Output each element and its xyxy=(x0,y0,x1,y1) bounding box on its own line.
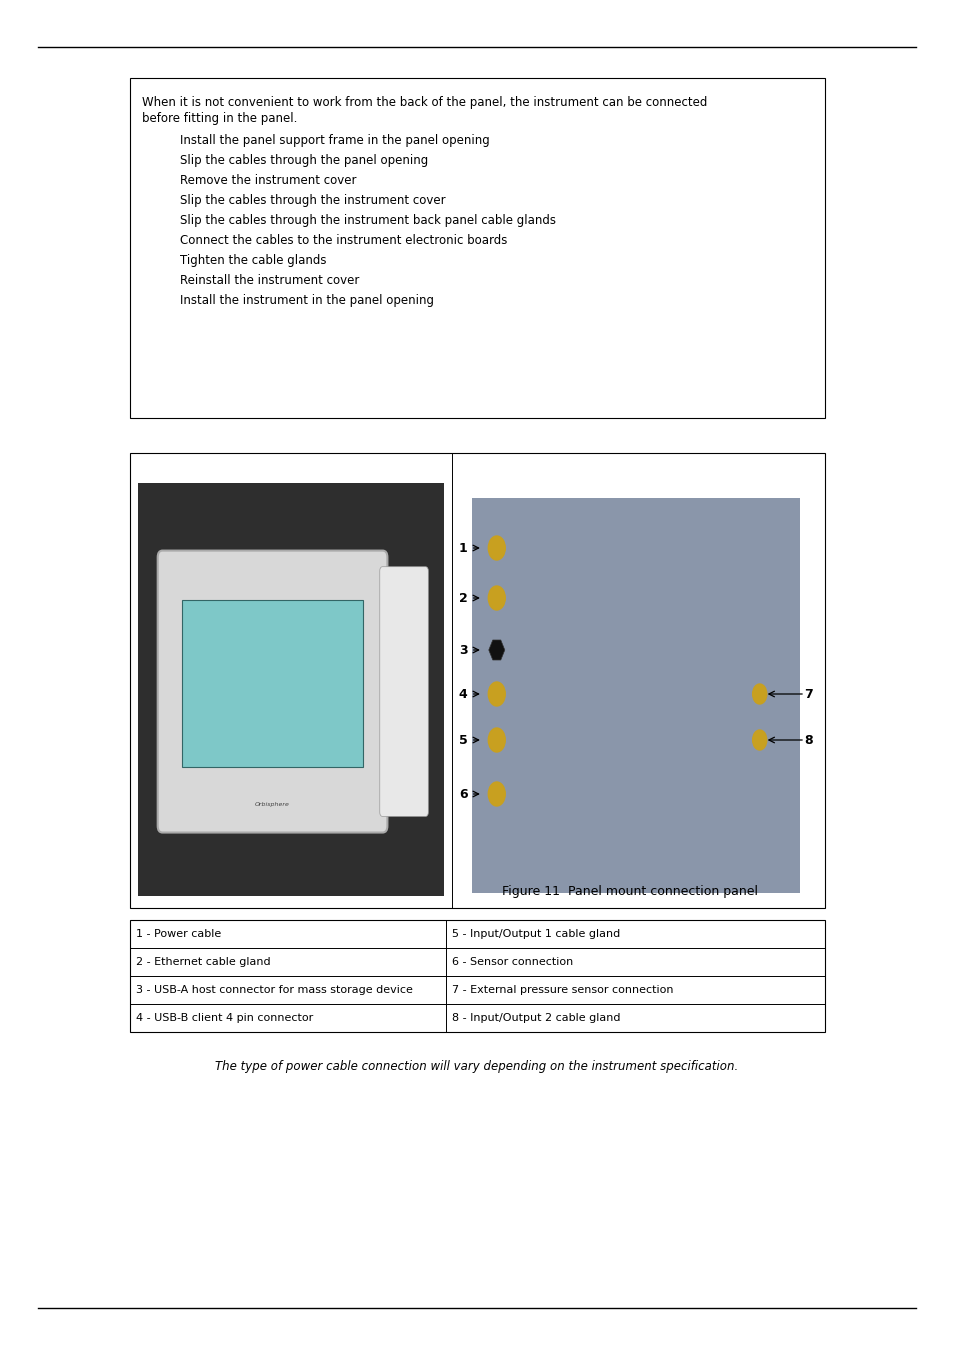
Circle shape xyxy=(752,684,766,703)
Text: 8: 8 xyxy=(803,733,812,747)
Text: Slip the cables through the instrument back panel cable glands: Slip the cables through the instrument b… xyxy=(180,215,556,227)
Circle shape xyxy=(752,730,766,751)
Text: Install the instrument in the panel opening: Install the instrument in the panel open… xyxy=(180,294,434,306)
Text: 4: 4 xyxy=(458,687,467,701)
Text: 1 - Power cable: 1 - Power cable xyxy=(136,929,221,940)
Text: 4 - USB-B client 4 pin connector: 4 - USB-B client 4 pin connector xyxy=(136,1012,313,1023)
Text: 2 - Ethernet cable gland: 2 - Ethernet cable gland xyxy=(136,957,271,967)
Text: 7: 7 xyxy=(803,687,812,701)
Text: Reinstall the instrument cover: Reinstall the instrument cover xyxy=(180,274,359,288)
Text: 1: 1 xyxy=(458,541,467,555)
Circle shape xyxy=(488,682,505,706)
FancyBboxPatch shape xyxy=(130,454,824,909)
Text: Connect the cables to the instrument electronic boards: Connect the cables to the instrument ele… xyxy=(180,234,507,247)
Text: Remove the instrument cover: Remove the instrument cover xyxy=(180,174,356,188)
Text: 6 - Sensor connection: 6 - Sensor connection xyxy=(452,957,573,967)
Circle shape xyxy=(488,728,505,752)
Text: When it is not convenient to work from the back of the panel, the instrument can: When it is not convenient to work from t… xyxy=(142,96,706,109)
Circle shape xyxy=(488,586,505,610)
Text: 7 - External pressure sensor connection: 7 - External pressure sensor connection xyxy=(452,986,673,995)
Circle shape xyxy=(488,782,505,806)
Text: before fitting in the panel.: before fitting in the panel. xyxy=(142,112,297,126)
FancyBboxPatch shape xyxy=(182,601,362,767)
Text: 8 - Input/Output 2 cable gland: 8 - Input/Output 2 cable gland xyxy=(452,1012,620,1023)
Text: 5 - Input/Output 1 cable gland: 5 - Input/Output 1 cable gland xyxy=(452,929,619,940)
Text: Tighten the cable glands: Tighten the cable glands xyxy=(180,254,326,267)
FancyBboxPatch shape xyxy=(138,483,443,896)
Text: 3: 3 xyxy=(458,644,467,656)
FancyBboxPatch shape xyxy=(130,919,824,1031)
FancyBboxPatch shape xyxy=(157,551,387,833)
Polygon shape xyxy=(488,640,504,660)
Text: Slip the cables through the panel opening: Slip the cables through the panel openin… xyxy=(180,154,428,167)
Text: 6: 6 xyxy=(458,787,467,801)
Text: 2: 2 xyxy=(458,591,467,605)
FancyBboxPatch shape xyxy=(472,498,799,892)
Text: 3 - USB-A host connector for mass storage device: 3 - USB-A host connector for mass storag… xyxy=(136,986,413,995)
FancyBboxPatch shape xyxy=(379,567,428,817)
Text: Install the panel support frame in the panel opening: Install the panel support frame in the p… xyxy=(180,134,489,147)
Text: Figure 11  Panel mount connection panel: Figure 11 Panel mount connection panel xyxy=(502,886,758,898)
Text: Orbisphere: Orbisphere xyxy=(254,802,290,807)
Circle shape xyxy=(488,536,505,560)
Text: The type of power cable connection will vary depending on the instrument specifi: The type of power cable connection will … xyxy=(215,1060,738,1073)
Text: Slip the cables through the instrument cover: Slip the cables through the instrument c… xyxy=(180,194,445,207)
Text: 5: 5 xyxy=(458,733,467,747)
FancyBboxPatch shape xyxy=(130,78,824,418)
